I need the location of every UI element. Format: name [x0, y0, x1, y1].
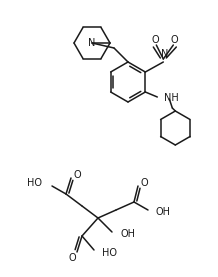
Text: O: O: [152, 35, 159, 45]
Text: O: O: [170, 35, 178, 45]
Text: O: O: [68, 253, 76, 263]
Text: OH: OH: [120, 229, 135, 239]
Text: N: N: [88, 38, 96, 48]
Text: N: N: [161, 49, 168, 59]
Text: O: O: [140, 178, 148, 188]
Text: HO: HO: [102, 248, 117, 258]
Text: O: O: [73, 170, 81, 180]
Text: NH: NH: [164, 93, 179, 103]
Text: OH: OH: [156, 207, 171, 217]
Text: HO: HO: [27, 178, 42, 188]
